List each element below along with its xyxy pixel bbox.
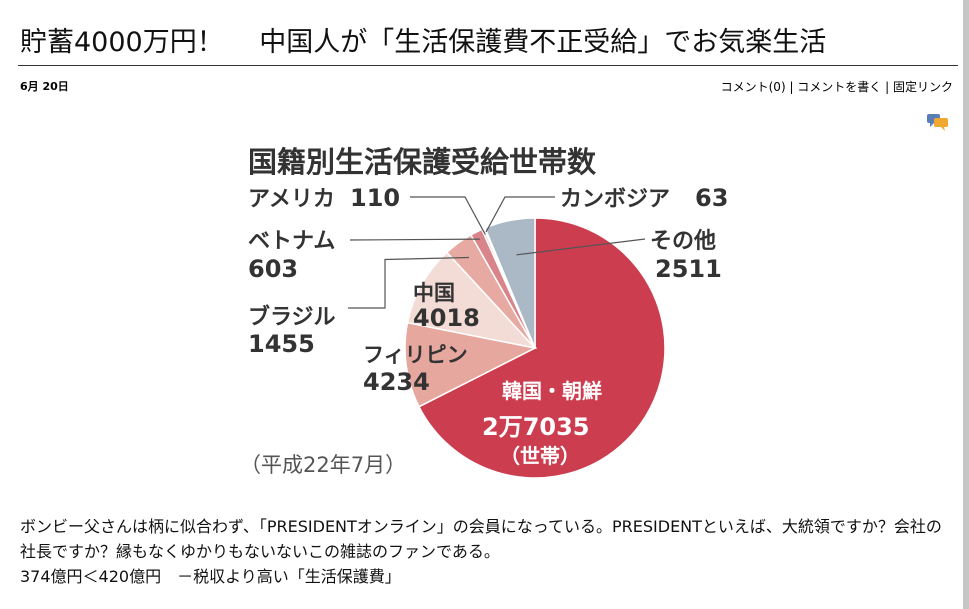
post-title: 貯蓄4000万円！ 中国人が「生活保護費不正受給」でお気楽生活 xyxy=(20,27,827,58)
pie-slice-2 xyxy=(406,251,538,350)
slice-value: 2万7035 xyxy=(482,413,590,441)
speech-bubbles-icon[interactable] xyxy=(926,112,950,132)
slice-label: アメリカ xyxy=(248,187,335,212)
slice-label: ブラジル xyxy=(248,304,336,330)
leader-line xyxy=(349,238,480,241)
pie-slice-7 xyxy=(484,217,536,349)
post-date: 6月 20日 xyxy=(20,80,69,93)
slice-label: 韓国・朝鮮 xyxy=(502,379,602,403)
slice-value: 1455 xyxy=(248,330,315,358)
title-divider xyxy=(18,65,958,66)
slice-label: その他 xyxy=(650,229,716,254)
article-paragraph: 374億円＜420億円 －税収より高い「生活保護費」 xyxy=(20,567,401,586)
slice-label: 中国 xyxy=(413,281,455,305)
slice-label: フィリピン xyxy=(363,343,468,367)
comments-link[interactable]: コメント(0) xyxy=(720,80,786,94)
slice-value: 4018 xyxy=(413,304,480,332)
slice-value: 63 xyxy=(695,184,728,212)
unit-label: （世帯） xyxy=(500,444,580,468)
meta-separator: | xyxy=(881,80,893,94)
leader-line xyxy=(485,196,555,233)
slice-value: 110 xyxy=(350,184,400,212)
pie-slice-1 xyxy=(404,321,538,408)
chart-title: 国籍別生活保護受給世帯数 xyxy=(248,145,597,179)
article-paragraph: ボンビー父さんは柄に似合わず、「PRESIDENTオンライン」の会員になっている… xyxy=(20,517,942,561)
pie-slice-0 xyxy=(417,217,666,479)
leader-line xyxy=(348,256,470,309)
article-body: ボンビー父さんは柄に似合わず、「PRESIDENTオンライン」の会員になっている… xyxy=(20,514,950,589)
chart-note: （平成22年7月） xyxy=(240,453,406,477)
post-meta-links: コメント(0) | コメントを書く | 固定リンク xyxy=(721,78,953,95)
slice-value: 4234 xyxy=(363,368,430,396)
leader-line xyxy=(516,238,646,256)
meta-separator: | xyxy=(785,80,798,94)
leader-line xyxy=(410,196,486,235)
slice-label: カンボジア xyxy=(560,187,670,212)
slice-value: 2511 xyxy=(655,255,722,283)
slice-label: ベトナム xyxy=(248,229,335,254)
write-comment-link[interactable]: コメントを書く xyxy=(797,80,882,94)
slice-value: 603 xyxy=(248,255,298,283)
permalink-link[interactable]: 固定リンク xyxy=(892,80,953,94)
